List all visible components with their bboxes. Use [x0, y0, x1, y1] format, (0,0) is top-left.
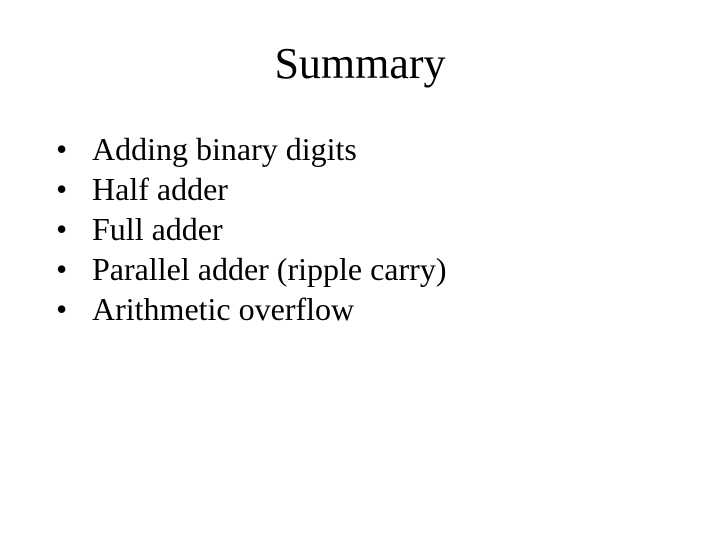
slide-title: Summary	[0, 38, 720, 89]
list-item: Full adder	[56, 209, 720, 249]
list-item: Adding binary digits	[56, 129, 720, 169]
list-item: Arithmetic overflow	[56, 289, 720, 329]
list-item: Half adder	[56, 169, 720, 209]
bullet-list: Adding binary digits Half adder Full add…	[0, 129, 720, 329]
list-item: Parallel adder (ripple carry)	[56, 249, 720, 289]
slide: Summary Adding binary digits Half adder …	[0, 0, 720, 540]
